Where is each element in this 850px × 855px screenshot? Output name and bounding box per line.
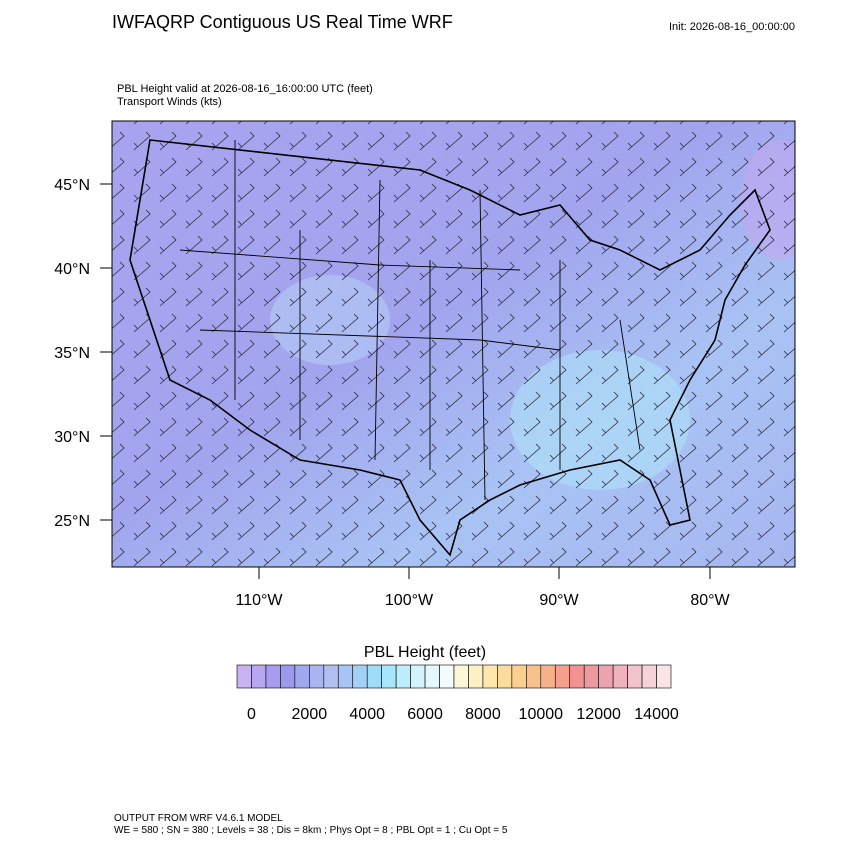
colorbar-box bbox=[410, 664, 426, 689]
colorbar-label: 4000 bbox=[349, 706, 385, 723]
title: IWFAQRP Contiguous US Real Time WRF bbox=[112, 12, 453, 32]
init-time: Init: 2026-08-16_00:00:00 bbox=[669, 21, 795, 33]
colorbar-box bbox=[569, 664, 585, 689]
colorbar-box bbox=[309, 664, 325, 689]
colorbar-title: PBL Height (feet) bbox=[364, 644, 486, 661]
colorbar-box bbox=[352, 664, 368, 689]
map-frame bbox=[111, 120, 796, 568]
footer: WE = 580 ; SN = 380 ; Levels = 38 ; Dis … bbox=[114, 825, 508, 836]
colorbar-box bbox=[641, 664, 657, 689]
colorbar-label: 8000 bbox=[465, 706, 501, 723]
colorbar-box bbox=[280, 664, 296, 689]
colorbar-box bbox=[554, 664, 571, 689]
colorbar-box bbox=[583, 664, 599, 689]
colorbar-label: 10000 bbox=[519, 706, 564, 723]
colorbar-box bbox=[627, 664, 643, 689]
colorbar-box bbox=[526, 664, 542, 689]
colorbar-label: 0 bbox=[247, 706, 256, 723]
subtitle: Transport Winds (kts) bbox=[117, 96, 222, 108]
colorbar-box bbox=[294, 664, 310, 689]
colorbar-box bbox=[482, 664, 498, 689]
colorbar-box bbox=[511, 664, 527, 689]
colorbar-box bbox=[381, 664, 397, 689]
lat-label: 35°N bbox=[54, 345, 90, 362]
colorbar-box bbox=[439, 664, 455, 689]
colorbar-box bbox=[656, 664, 672, 689]
colorbar-box bbox=[337, 664, 354, 689]
colorbar-box bbox=[497, 664, 513, 689]
colorbar-box bbox=[366, 664, 382, 689]
wind-barbs bbox=[112, 121, 795, 567]
lon-label: 110°W bbox=[235, 592, 283, 609]
state-borders bbox=[179, 140, 641, 501]
lon-label: 100°W bbox=[385, 592, 434, 609]
lon-label: 90°W bbox=[539, 592, 579, 609]
colorbar: 0 2000 4000 6000 8000 10000 12000 14000 bbox=[236, 664, 679, 723]
colorbar-box bbox=[395, 664, 411, 689]
lat-label: 25°N bbox=[54, 513, 90, 530]
lat-label: 40°N bbox=[54, 261, 90, 278]
colorbar-box bbox=[453, 664, 469, 689]
colorbar-box bbox=[540, 664, 556, 689]
colorbar-box bbox=[598, 664, 614, 689]
colorbar-label: 6000 bbox=[407, 706, 443, 723]
map bbox=[112, 121, 795, 567]
colorbar-box bbox=[265, 664, 281, 689]
colorbar-box bbox=[468, 664, 484, 689]
footer: OUTPUT FROM WRF V4.6.1 MODEL bbox=[114, 813, 283, 824]
colorbar-box bbox=[323, 664, 339, 689]
subtitle: PBL Height valid at 2026-08-16_16:00:00 … bbox=[117, 83, 373, 95]
colorbar-box bbox=[612, 664, 628, 689]
lat-label: 45°N bbox=[54, 177, 90, 194]
colorbar-box bbox=[251, 664, 267, 689]
colorbar-box bbox=[236, 664, 252, 689]
colorbar-box bbox=[424, 664, 440, 689]
lat-label: 30°N bbox=[54, 429, 90, 446]
us-outline bbox=[129, 139, 771, 557]
colorbar-label: 14000 bbox=[634, 706, 679, 723]
colorbar-label: 2000 bbox=[292, 706, 328, 723]
lon-label: 80°W bbox=[690, 592, 730, 609]
colorbar-label: 12000 bbox=[576, 706, 621, 723]
